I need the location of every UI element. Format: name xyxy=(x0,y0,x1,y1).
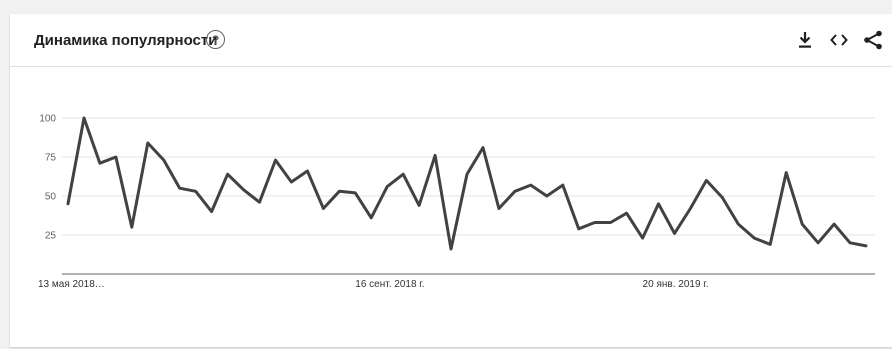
interest-over-time-card: Динамика популярности ? xyxy=(10,14,892,347)
download-icon[interactable] xyxy=(794,29,816,51)
series-line xyxy=(66,116,868,251)
y-tick-label-50: 50 xyxy=(45,192,57,203)
help-icon[interactable]: ? xyxy=(206,30,225,49)
embed-code-icon[interactable] xyxy=(828,29,850,51)
x-tick-label-2: 20 янв. 2019 г. xyxy=(643,279,709,290)
share-icon[interactable] xyxy=(862,29,884,51)
y-tick-label-75: 75 xyxy=(45,153,57,164)
card-header: Динамика популярности ? xyxy=(10,14,892,67)
x-tick-label-1: 16 сент. 2018 г. xyxy=(355,279,424,290)
x-tick-label-0: 13 мая 2018… xyxy=(38,279,105,290)
card-title: Динамика популярности xyxy=(34,32,218,49)
y-tick-label-100: 100 xyxy=(39,114,56,125)
y-tick-label-25: 25 xyxy=(45,231,57,242)
